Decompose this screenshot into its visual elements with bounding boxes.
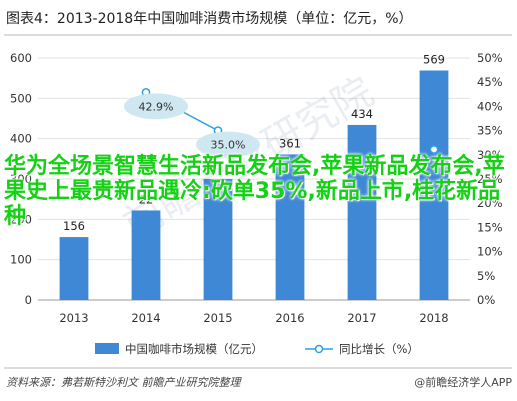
bar-2017	[347, 124, 377, 300]
bar-2018	[419, 70, 449, 301]
x-tick-2016: 2016	[275, 311, 304, 325]
bar-label-2017: 434	[351, 107, 373, 121]
bar-label-2018: 569	[423, 53, 445, 67]
growth-label-bubble	[124, 93, 188, 120]
legend-line-label: 同比增长（%）	[339, 342, 419, 356]
y-left-tick: 200	[10, 212, 32, 226]
y-right-tick: 0%	[477, 293, 495, 307]
x-tick-2015: 2015	[203, 311, 232, 325]
y-left-tick: 100	[10, 253, 32, 267]
y-left-tick: 300	[10, 172, 32, 186]
bar-label-2016: 361	[279, 136, 301, 150]
x-axis: 2013 2014 2015 2016 2017 2018	[59, 311, 448, 325]
brand-label: @前瞻经济学人APP	[414, 375, 512, 389]
y-right-tick: 20%	[477, 196, 503, 210]
legend: 中国咖啡市场规模（亿元） 同比增长（%）	[95, 342, 419, 356]
bar-2013	[59, 237, 89, 300]
overlay-headline: 华为全场景智慧生活新品发布会,苹果新品发布会,苹果史上最贵新品遇冷:砍单35%,…	[4, 154, 505, 229]
growth-label-2015: 35.0%	[211, 139, 246, 152]
y-right-tick: 40%	[477, 99, 503, 113]
growth-point-2018	[429, 145, 439, 154]
legend-bar-swatch	[95, 343, 119, 354]
legend-line-marker	[314, 344, 324, 354]
y-left-tick: 400	[10, 132, 32, 146]
y-right-tick: 45%	[477, 75, 503, 89]
y-right-tick: 5%	[477, 269, 495, 283]
y-right-tick: 10%	[477, 245, 503, 259]
chart-title: 图表4：2013-2018年中国咖啡消费市场规模（单位：亿元，%）	[6, 10, 413, 27]
growth-label-bubble	[196, 131, 260, 158]
y-right-axis: 0% 5% 10% 15% 20% 25% 30% 35% 40% 45% 50%	[477, 51, 503, 307]
y-right-tick: 30%	[477, 148, 503, 162]
bar-2014	[131, 210, 161, 300]
gridlines	[38, 57, 470, 301]
x-tick-2014: 2014	[131, 311, 160, 325]
source-note: 资料来源：弗若斯特沙利文 前瞻产业研究院整理	[6, 376, 242, 389]
y-left-tick: 500	[10, 91, 32, 105]
legend-bar-label: 中国咖啡市场规模（亿元）	[125, 342, 263, 356]
x-tick-2013: 2013	[59, 311, 88, 325]
x-tick-2017: 2017	[347, 311, 376, 325]
bar-series	[59, 70, 449, 301]
growth-label-2014: 42.9%	[139, 100, 174, 113]
bar-2015	[203, 179, 233, 300]
y-right-tick: 35%	[477, 124, 503, 138]
y-right-tick: 15%	[477, 220, 503, 234]
y-right-tick: 50%	[477, 51, 503, 65]
y-right-tick: 25%	[477, 172, 503, 186]
y-left-axis: 0 100 200 300 400 500 600	[10, 51, 32, 307]
bar-labels: 156 22 361 434 569	[63, 53, 445, 234]
bar-label-2013: 156	[63, 219, 85, 233]
bar-label-2014: 22	[139, 192, 154, 206]
y-left-tick: 0	[25, 293, 32, 307]
growth-markers: 42.9% 35.0%	[124, 88, 439, 159]
bar-2016	[275, 154, 305, 300]
x-tick-2018: 2018	[419, 311, 448, 325]
y-left-tick: 600	[10, 51, 32, 65]
